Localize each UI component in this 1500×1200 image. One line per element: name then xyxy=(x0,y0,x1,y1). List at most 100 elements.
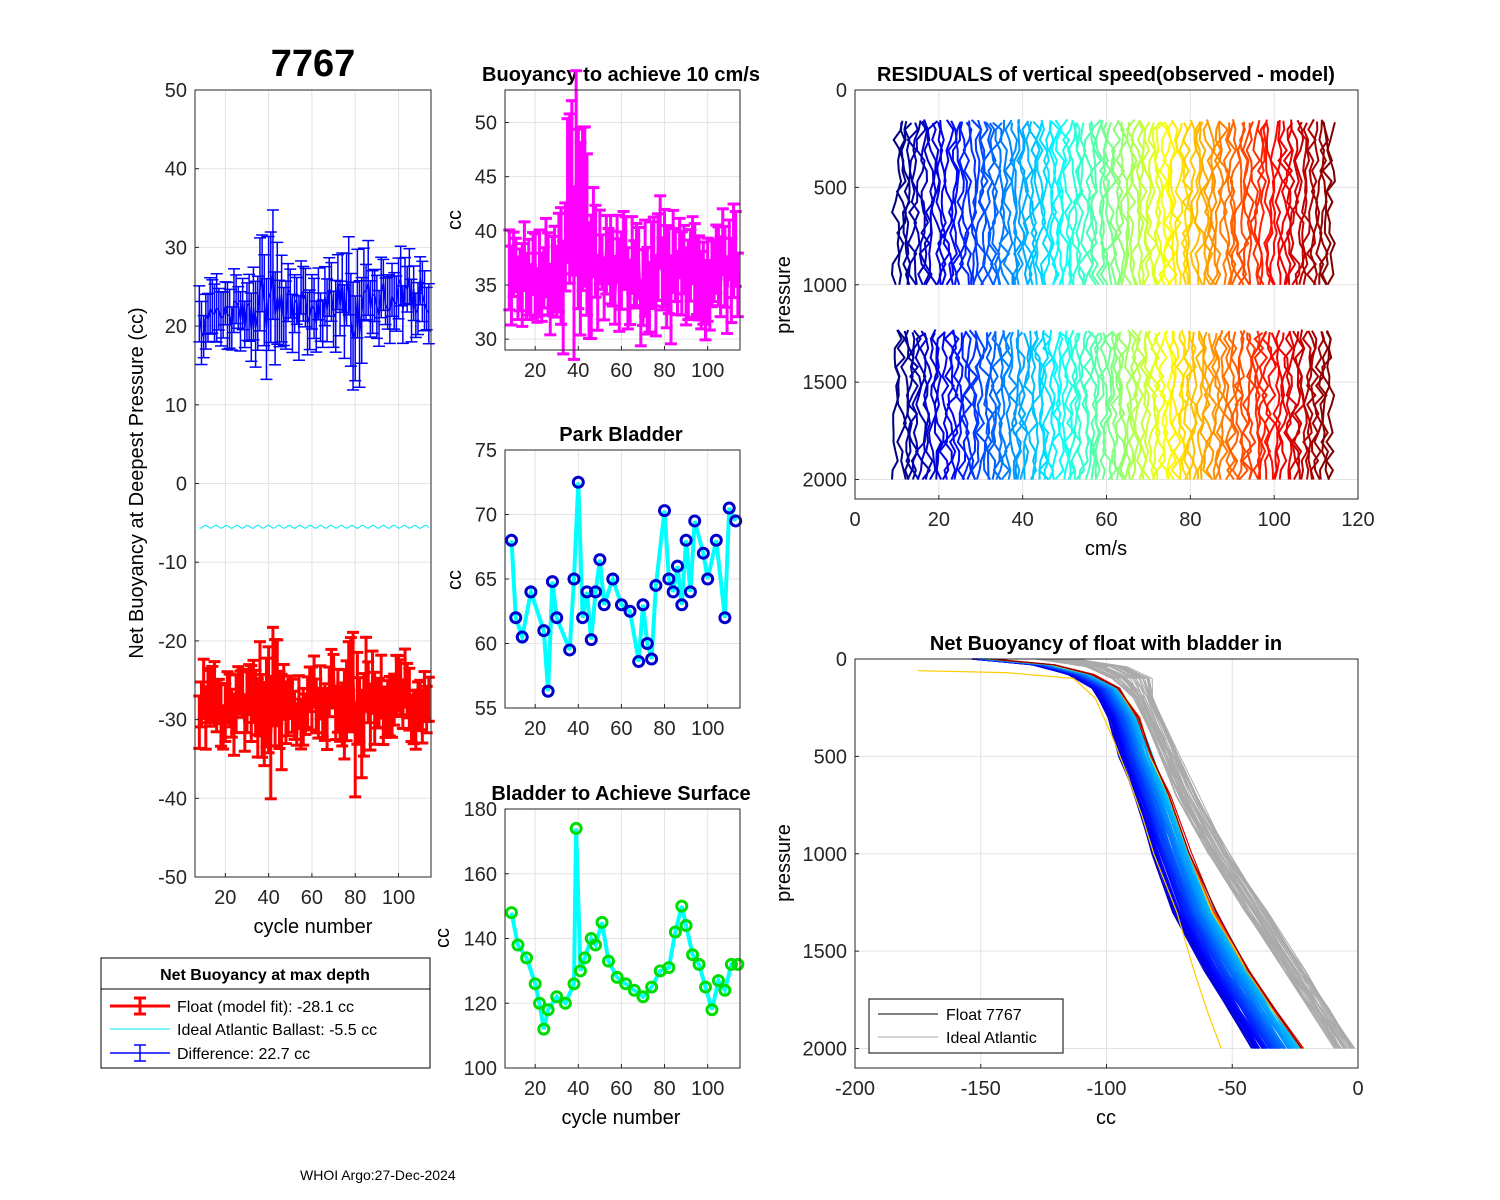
profile-line xyxy=(942,119,955,286)
profile-line xyxy=(1237,329,1249,481)
data-point xyxy=(636,990,650,1004)
park-bladder-ytick-label: 70 xyxy=(475,505,497,527)
residuals-xtick-label: 20 xyxy=(928,509,950,531)
park-bladder-xtick-label: 20 xyxy=(524,718,546,740)
data-point xyxy=(675,899,689,913)
profile-line xyxy=(1256,121,1268,286)
profile-line xyxy=(1318,331,1330,480)
profile-line xyxy=(990,658,1303,1049)
residuals-xtick-label: 60 xyxy=(1095,509,1117,531)
buoyancy-10cms-frame xyxy=(504,89,741,351)
net-buoyancy-ytick-label: 0 xyxy=(176,474,187,496)
data-point xyxy=(683,585,697,599)
data-point xyxy=(558,996,572,1010)
data-point xyxy=(666,585,680,599)
data-point xyxy=(578,951,592,965)
residuals-ylabel: pressure xyxy=(773,256,795,334)
buoyancy-10cms-ytick-label: 40 xyxy=(475,221,497,243)
park-bladder-xtick-label: 40 xyxy=(567,718,589,740)
profile-line xyxy=(1305,330,1317,480)
profile-line xyxy=(1286,122,1297,285)
profile-line xyxy=(998,329,1011,481)
data-point xyxy=(532,996,546,1010)
data-point xyxy=(606,572,620,586)
bladder-surface-ytick-label: 120 xyxy=(464,993,497,1015)
data-point xyxy=(597,598,611,612)
net-buoyancy-xtick-label: 20 xyxy=(214,887,236,909)
profile-line xyxy=(1297,121,1309,286)
data-point xyxy=(614,598,628,612)
data-point xyxy=(662,572,676,586)
net-buoyancy-legend: Net Buoyancy at max depth Float (model f… xyxy=(100,957,431,1069)
data-point xyxy=(705,1003,719,1017)
legend-box xyxy=(868,998,1064,1054)
series-line xyxy=(509,828,738,1030)
profile-line xyxy=(1189,331,1198,480)
data-point xyxy=(675,598,689,612)
profile-line xyxy=(958,331,971,480)
net-buoyancy-profile-ytick-label: 500 xyxy=(814,746,847,768)
series-park-bladder xyxy=(504,475,743,698)
net-buoyancy-ytick-label: 10 xyxy=(165,395,187,417)
profile-line xyxy=(1090,119,1103,286)
net-buoyancy-ytick-label: 50 xyxy=(165,80,187,102)
data-point xyxy=(619,977,633,991)
net-buoyancy-data xyxy=(193,209,435,801)
data-point xyxy=(623,604,637,618)
data-point xyxy=(524,585,538,599)
data-point xyxy=(696,546,710,560)
data-point xyxy=(545,575,559,589)
net-buoyancy-xtick-label: 40 xyxy=(257,887,279,909)
buoyancy-10cms-ytick-label: 50 xyxy=(475,113,497,135)
data-point xyxy=(658,504,672,518)
profile-line xyxy=(978,121,989,286)
profile-line xyxy=(1041,658,1341,1049)
buoyancy-10cms-xtick-label: 80 xyxy=(653,360,675,382)
buoyancy-10cms-ytick-label: 30 xyxy=(475,329,497,351)
profile-line xyxy=(930,122,942,286)
profile-line xyxy=(938,331,950,481)
profile-line xyxy=(1193,121,1206,286)
profile-line xyxy=(1170,330,1182,481)
profile-line xyxy=(1018,332,1031,480)
net-buoyancy-profile-title: Net Buoyancy of float with bladder in xyxy=(930,633,1282,655)
profile-line xyxy=(1253,332,1265,480)
net-buoyancy-ytick-label: -50 xyxy=(158,867,187,889)
profile-line xyxy=(1022,122,1034,286)
data-point xyxy=(589,938,603,952)
profile-line xyxy=(903,122,913,286)
bladder-surface-xtick-label: 20 xyxy=(524,1078,546,1100)
data-point xyxy=(668,925,682,939)
profile-line xyxy=(1241,122,1253,286)
profile-line xyxy=(1070,332,1083,480)
data-point xyxy=(528,977,542,991)
profile-line xyxy=(1050,331,1062,480)
residuals-xtick-label: 120 xyxy=(1341,509,1374,531)
series-float-model-fit- xyxy=(193,625,435,801)
residuals-xtick-label: 80 xyxy=(1179,509,1201,531)
bladder-surface-ytick-label: 140 xyxy=(464,929,497,951)
data-point xyxy=(515,630,529,644)
series-surface-bladder xyxy=(504,821,745,1036)
profile-line xyxy=(970,330,983,480)
footer-text: WHOI Argo:27-Dec-2024 xyxy=(300,1167,456,1183)
profile-line xyxy=(923,332,934,480)
profile-line xyxy=(1313,331,1326,480)
data-point xyxy=(504,533,518,547)
bladder-surface-xtick-label: 80 xyxy=(653,1078,675,1100)
series-line xyxy=(197,673,431,737)
park-bladder-panel: Park Bladder cc 20 40 60 80 100 55 60 65 70 75 xyxy=(444,424,743,740)
legend-entry-ideal-label: Ideal Atlantic Ballast: -5.5 cc xyxy=(177,1022,377,1039)
profile-line xyxy=(1094,119,1106,286)
profile-line xyxy=(1265,331,1277,480)
residuals-panel: RESIDUALS of vertical speed(observed - m… xyxy=(773,64,1375,560)
data-point xyxy=(636,598,650,612)
series-outlier-profile xyxy=(917,670,1222,1049)
data-point xyxy=(550,611,564,625)
net-buoyancy-ytick-label: 20 xyxy=(165,316,187,338)
data-point xyxy=(571,475,585,489)
profile-line xyxy=(1003,331,1013,480)
profile-line xyxy=(987,331,997,480)
profile-line xyxy=(1034,122,1047,285)
net-buoyancy-profile-ytick-label: 2000 xyxy=(803,1039,848,1061)
